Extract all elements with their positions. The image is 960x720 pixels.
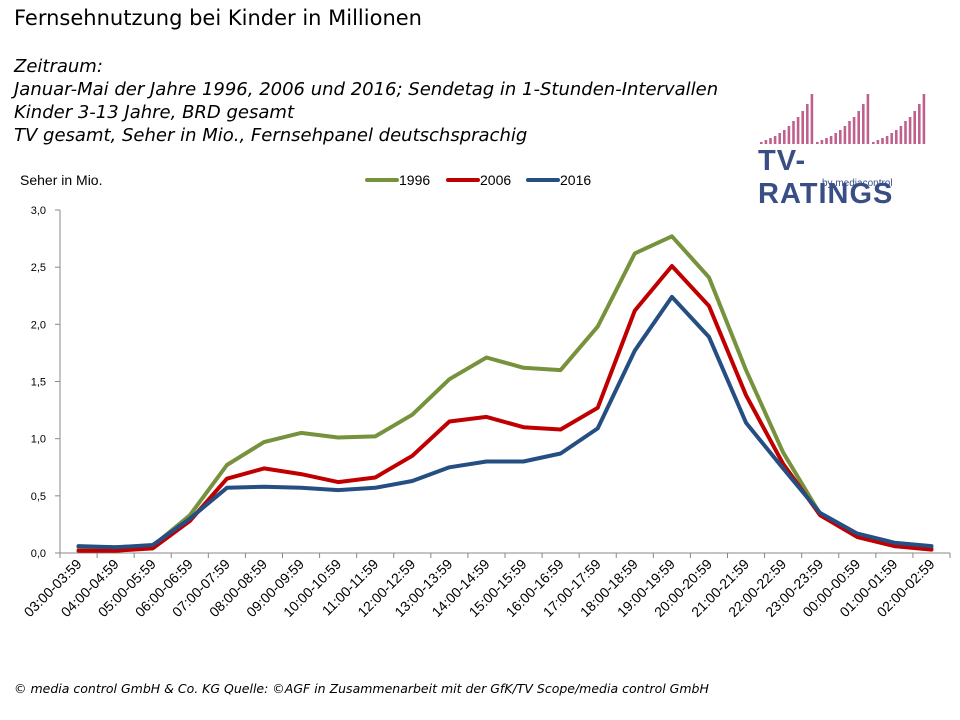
logo-bar [913, 111, 916, 144]
logo-bar [922, 94, 926, 144]
logo-subtext: by mediacontrol [822, 178, 893, 189]
legend-label-1996: 1996 [399, 172, 430, 188]
logo-bar [908, 117, 912, 144]
logo-bar [890, 133, 893, 144]
logo-bar [876, 140, 880, 144]
logo-bars-graphic [760, 94, 926, 144]
subtitle-line: TV gesamt, Seher in Mio., Fernsehpanel d… [14, 125, 528, 146]
y-tick-label: 2,0 [31, 319, 46, 331]
logo-bar [862, 104, 865, 144]
logo-bar [904, 121, 907, 144]
logo-bar [834, 133, 837, 144]
logo-bar [760, 142, 763, 144]
logo-bar [852, 117, 856, 144]
logo-bar [899, 126, 903, 144]
y-tick-label: 0,5 [31, 491, 46, 503]
subtitle-line: Januar-Mai der Jahre 1996, 2006 und 2016… [14, 79, 719, 100]
logo-bar [829, 136, 833, 144]
legend: 1996 2006 2016 [365, 172, 591, 188]
logo-bar [796, 117, 800, 144]
logo-bar [787, 126, 791, 144]
logo-bar [885, 136, 889, 144]
logo-bar [843, 126, 847, 144]
source-footnote: © media control GmbH & Co. KG Quelle: ©A… [14, 681, 709, 696]
legend-label-2016: 2016 [560, 172, 591, 188]
logo-bar [801, 111, 804, 144]
series-line-1996 [76, 234, 934, 551]
logo-bar [820, 140, 824, 144]
logo-bar [792, 121, 795, 144]
y-tick-label: 1,5 [31, 377, 46, 389]
series-line-2006 [76, 264, 934, 553]
logo-text: TV-RATINGS [758, 145, 894, 210]
logo-bar [769, 138, 772, 144]
series-lines [76, 234, 934, 553]
logo-bar [783, 130, 786, 144]
tv-ratings-logo: TV-RATINGS by mediacontrol [758, 92, 938, 210]
y-axis-label: Seher in Mio. [20, 172, 102, 188]
logo-bar [825, 138, 828, 144]
y-tick-label: 1,0 [31, 434, 46, 446]
axes: 0,00,51,01,52,02,53,003:00-03:5904:00-04… [21, 205, 951, 620]
logo-bar [778, 133, 781, 144]
subtitle-line: Zeitraum: [14, 56, 103, 77]
logo-bar [895, 130, 898, 144]
logo-bar [810, 94, 814, 144]
y-tick-label: 2,5 [31, 262, 46, 274]
logo-bar [857, 111, 860, 144]
logo-bar [839, 130, 842, 144]
legend-label-2006: 2006 [480, 172, 511, 188]
logo-bar [872, 142, 875, 144]
logo-bar [764, 140, 768, 144]
logo-bar [881, 138, 884, 144]
chart-title: Fernsehnutzung bei Kinder in Millionen [14, 6, 422, 30]
subtitle-line: Kinder 3-13 Jahre, BRD gesamt [14, 102, 295, 123]
y-tick-label: 0,0 [31, 548, 46, 560]
logo-bar [848, 121, 851, 144]
logo-bar [816, 142, 819, 144]
y-tick-label: 3,0 [31, 205, 46, 217]
series-line-2016 [76, 294, 934, 550]
logo-bar [806, 104, 809, 144]
logo-bar [773, 136, 777, 144]
logo-bar [866, 94, 870, 144]
logo-bar [918, 104, 921, 144]
